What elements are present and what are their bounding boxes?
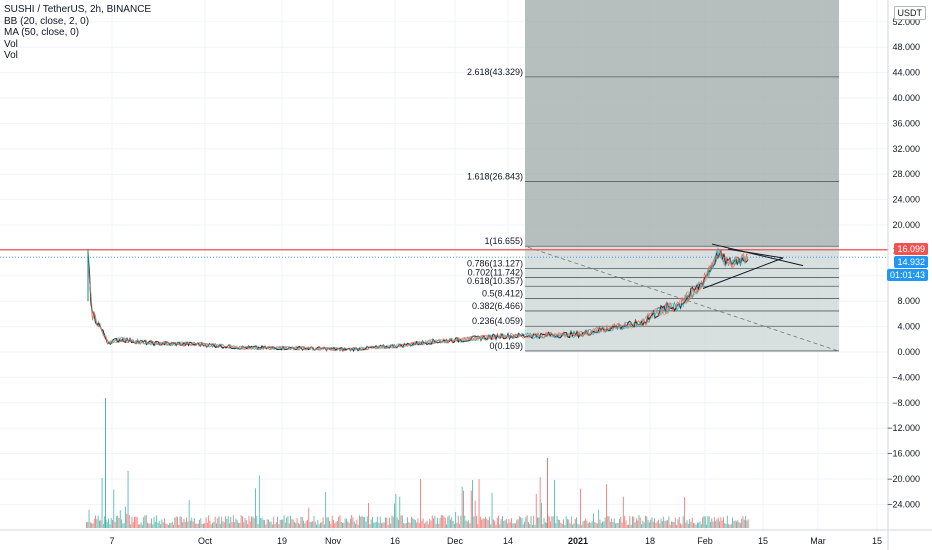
- price-tick-label: 28.000: [892, 169, 920, 179]
- fib-level-label: 1(16.655): [484, 236, 523, 246]
- price-tick-label: 36.000: [892, 118, 920, 128]
- price-tick-label: −8.000: [892, 398, 920, 408]
- price-series[interactable]: [87, 246, 749, 353]
- time-tick-label: Nov: [325, 536, 342, 546]
- fib-level-label: 2.618(43.329): [467, 67, 523, 77]
- time-tick-label: 19: [277, 536, 287, 546]
- indicator-bb[interactable]: BB (20, close, 2, 0): [4, 15, 90, 27]
- fib-level-label: 1.618(26.843): [467, 172, 523, 182]
- time-tick-label: Dec: [447, 536, 464, 546]
- symbol-title: SUSHI / TetherUS, 2h, BINANCE: [4, 4, 152, 15]
- fib-level-label: 0.786(13.127): [467, 259, 523, 269]
- price-tick-label: −4.000: [892, 372, 920, 382]
- time-tick-label: Feb: [697, 536, 713, 546]
- time-axis[interactable]: 7 Oct 19 Nov 16 Dec 14 2021 18 Feb 15 Mar 15: [109, 536, 882, 546]
- indicator-vol-1[interactable]: Vol: [4, 38, 18, 50]
- price-tick-label: 4.000: [897, 322, 920, 332]
- price-tick-label: 24.000: [892, 195, 920, 205]
- current-price-tag: 14.932: [894, 256, 928, 268]
- price-tick-label: 40.000: [892, 93, 920, 103]
- time-tick-label: Mar: [810, 536, 826, 546]
- triangle-pattern[interactable]: [702, 243, 804, 289]
- fib-level-label: 0.236(4.059): [472, 316, 523, 326]
- fib-level-label: 0.618(10.357): [467, 276, 523, 286]
- price-tick-label: 32.000: [892, 144, 920, 154]
- time-tick-label: 2021: [568, 536, 588, 546]
- fib-level-label: 0.702(11.742): [468, 267, 523, 277]
- volume-spike: [105, 398, 106, 528]
- fib-level-label: 0.382(6.466): [472, 301, 523, 311]
- time-tick-label: 15: [872, 536, 882, 546]
- time-tick-label: Oct: [198, 536, 213, 546]
- volume-spike: [547, 458, 548, 528]
- countdown-tag: 01:01:43: [886, 269, 928, 281]
- fibonacci-retracement[interactable]: 2.618(43.329) 1.618(26.843) 1(16.655) 0.786…: [467, 0, 839, 352]
- price-tick-label: 52.000: [892, 17, 920, 27]
- indicator-vol-2[interactable]: Vol: [4, 50, 18, 61]
- time-tick-label: 16: [390, 536, 400, 546]
- price-tick-label: 20.000: [892, 220, 920, 230]
- currency-button[interactable]: USDT: [893, 6, 926, 20]
- chart-legend: SUSHI / TetherUS, 2h, BINANCE BB (20, cl…: [4, 4, 151, 62]
- price-tick-label: −20.000: [887, 474, 920, 484]
- time-tick-label: 15: [758, 536, 768, 546]
- price-tick-label: −12.000: [887, 423, 920, 433]
- price-tick-label: 8.000: [897, 296, 920, 306]
- price-tick-label: −16.000: [887, 449, 920, 459]
- fib-level-label: 0.5(8.412): [482, 289, 523, 299]
- price-tick-label: 0.000: [897, 347, 920, 357]
- time-tick-label: 7: [109, 536, 114, 546]
- last-price-tag: 16.099: [894, 243, 928, 255]
- price-tick-label: −24.000: [887, 499, 920, 509]
- fib-level-label: 0(0.169): [489, 341, 523, 351]
- price-line: [87, 250, 749, 352]
- time-tick-label: 14: [503, 536, 513, 546]
- price-tick-label: 48.000: [892, 42, 920, 52]
- grid: [0, 0, 888, 530]
- indicator-ma[interactable]: MA (50, close, 0): [4, 27, 80, 38]
- price-tick-label: 44.000: [892, 68, 920, 78]
- volume-bars: [86, 470, 749, 528]
- time-tick-label: 18: [645, 536, 655, 546]
